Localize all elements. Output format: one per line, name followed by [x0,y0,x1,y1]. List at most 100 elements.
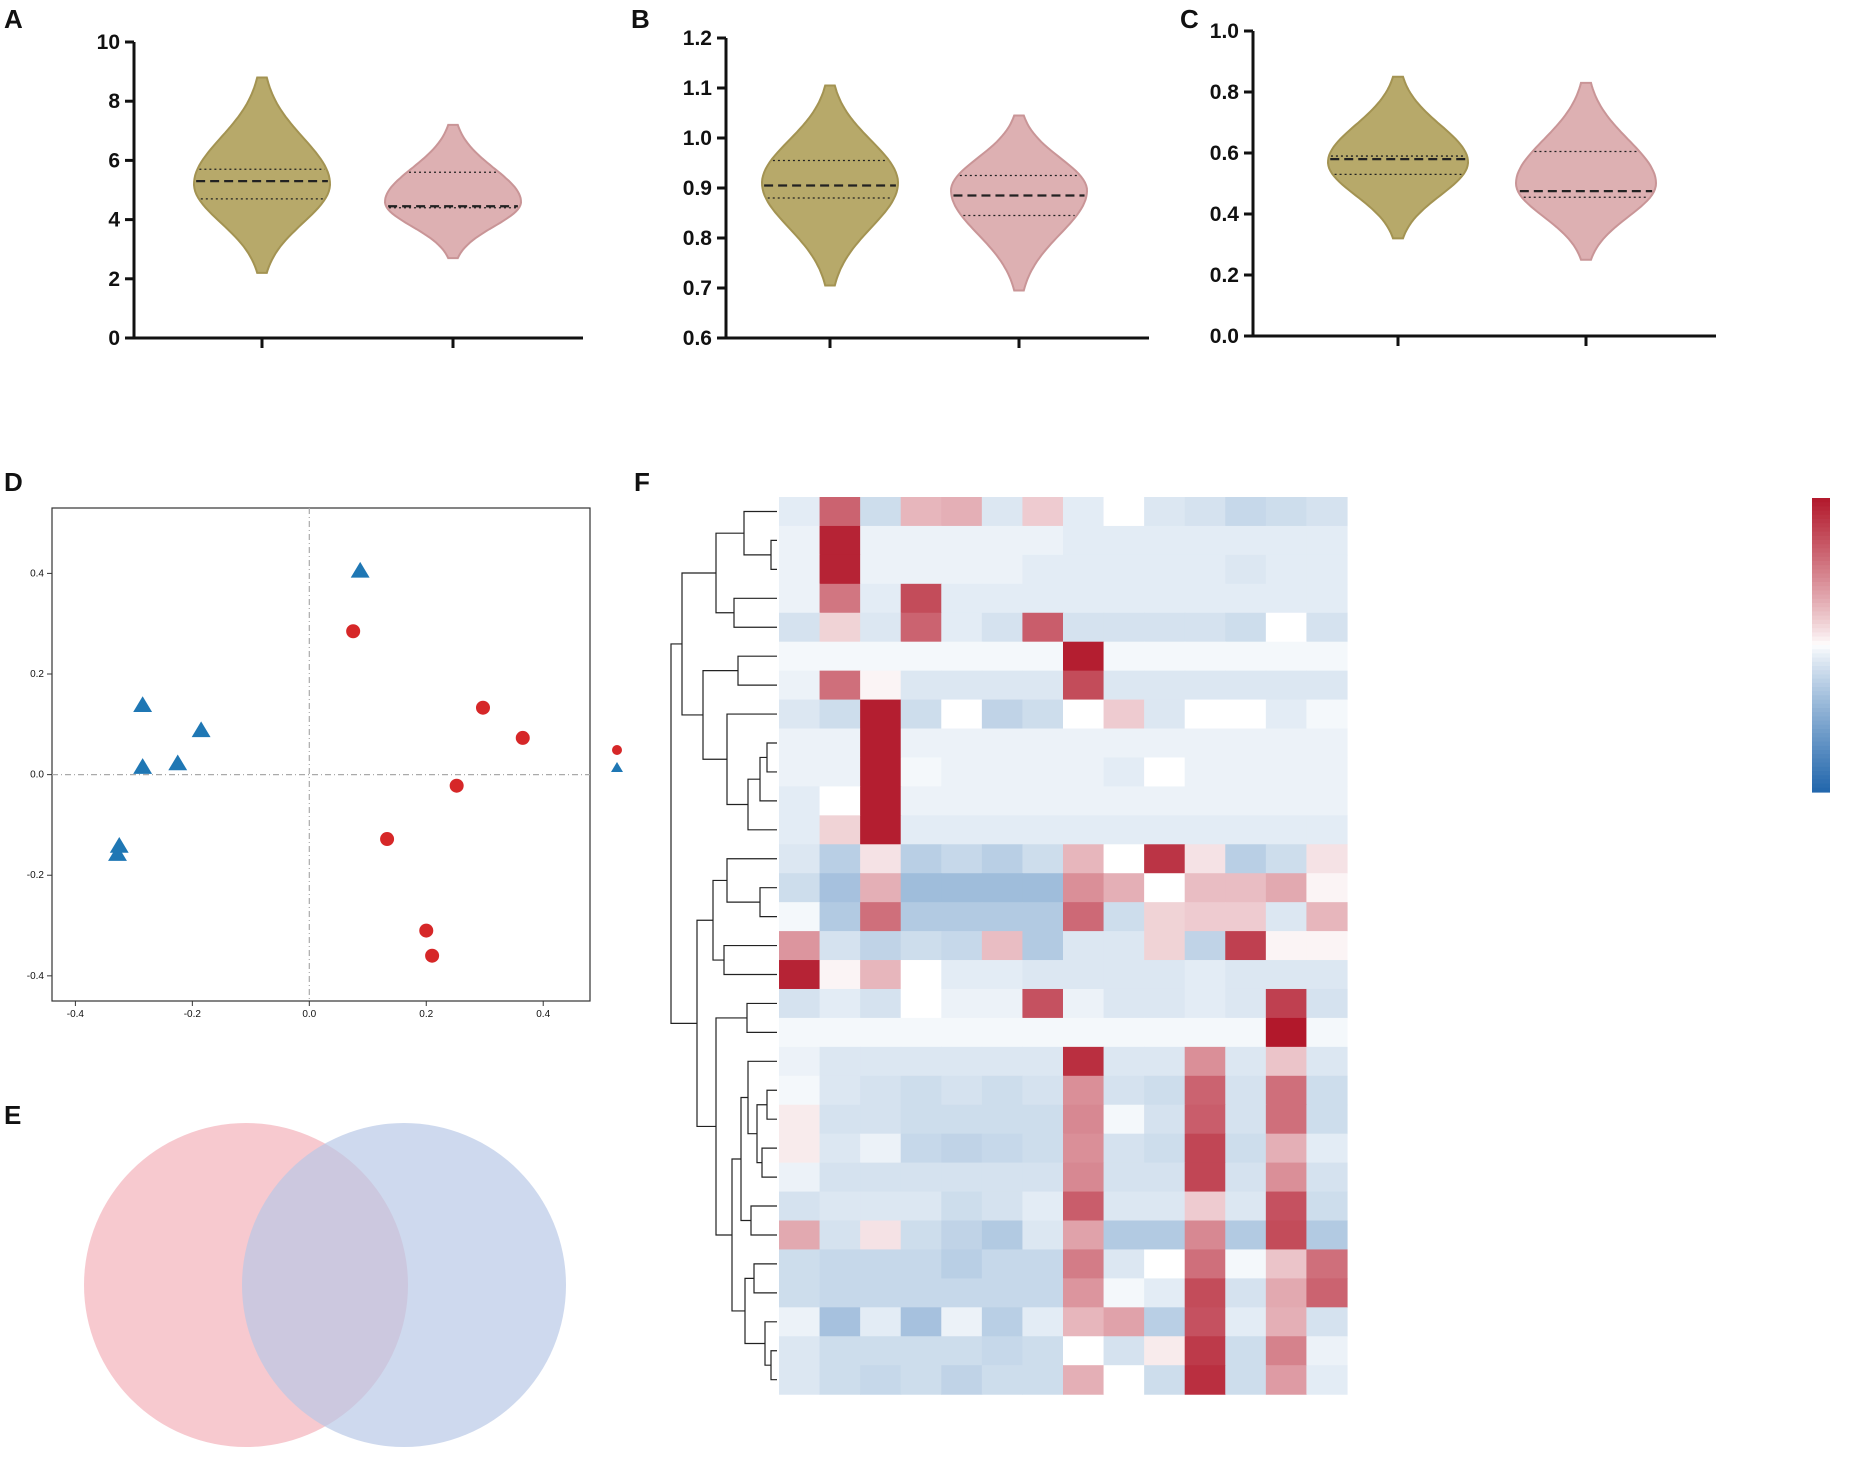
heatmap-cell [1022,1133,1064,1164]
heatmap-cell [1306,1162,1348,1193]
heatmap-cell [860,1046,902,1077]
colorbar-segment [1812,771,1830,776]
heatmap-cell [1062,1307,1105,1337]
colorbar-segment [1812,498,1830,503]
heatmap-cell [1225,988,1267,1019]
heatmap-cell [1103,815,1145,845]
heatmap-cell [1225,612,1267,643]
heatmap-cell [941,1307,983,1337]
heatmap-cell [1306,641,1348,672]
point-aC [449,778,464,793]
colorbar-segment [1812,649,1830,654]
heatmap-cell [779,641,821,672]
heatmap-cell [1306,1046,1348,1077]
heatmap-cell [900,1307,942,1337]
heatmap-cell [1265,1220,1308,1251]
heatmap-cell [1225,1365,1267,1395]
heatmap-cell [779,554,821,585]
colorbar-segment [1812,716,1830,722]
heatmap-cell [1265,786,1308,816]
dendrogram-branch [733,597,777,628]
heatmap-cell [1225,1220,1267,1251]
heatmap-cell [1265,1336,1308,1366]
point-aC [380,832,395,847]
heatmap-cell [1184,1162,1226,1193]
y-tick-label: 0.6 [1210,142,1239,165]
heatmap-cell [941,988,983,1019]
heatmap-cell [1062,1075,1105,1106]
y-tick-label: 0.4 [30,568,44,579]
heatmap-cell [1306,815,1348,845]
heatmap-cell [1144,1307,1186,1337]
heatmap-cell [1265,1104,1308,1135]
heatmap-cell [1144,786,1186,816]
heatmap-cell [860,497,902,527]
y-tick-label: 8 [108,90,120,113]
heatmap-cell [1184,988,1226,1019]
heatmap-cell [1265,1365,1308,1395]
heatmap-cell [1265,1046,1308,1077]
heatmap-cell [900,1249,942,1279]
heatmap-cell [900,815,942,845]
heatmap-cell [779,1046,821,1077]
colorbar-segment [1812,762,1830,768]
heatmap-cell [941,1075,983,1106]
heatmap-cell [1184,844,1226,874]
heatmap-cell [900,1017,942,1048]
colorbar-segment [1812,540,1830,545]
heatmap-cell [1225,931,1267,961]
heatmap-cell [1103,960,1145,990]
heatmap-cell [1184,728,1226,759]
dendrogram-branch [702,670,738,760]
heatmap-cell [1225,583,1267,614]
heatmap-cell [860,1162,902,1193]
heatmap-cell [819,1191,861,1222]
heatmap-cell [779,1220,821,1251]
dendrogram-branch [723,944,777,976]
colorbar-segment [1812,712,1830,717]
heatmap-cell [1306,670,1348,701]
heatmap-cell [1022,670,1064,701]
heatmap-cell [1184,554,1226,585]
heatmap-cell [1265,988,1308,1019]
heatmap-cell [819,699,861,730]
heatmap-cell [1306,1365,1348,1395]
dendrogram-branch [746,1002,777,1033]
y-tick-label: 0.9 [683,177,712,200]
point-aC [425,948,440,963]
heatmap-cell [779,1191,821,1222]
heatmap-cell [860,988,902,1019]
heatmap-cell [1144,1133,1186,1164]
heatmap-cell [1265,728,1308,759]
dendrogram-branch [712,879,727,961]
heatmap-cell [900,1191,942,1222]
colorbar-segment [1812,783,1830,789]
heatmap-cell [981,1017,1024,1048]
heatmap-cell [1022,497,1064,527]
heatmap-cell [779,1162,821,1193]
heatmap-cell [900,641,942,672]
heatmap-cell [779,1249,821,1279]
heatmap-cell [1144,1249,1186,1279]
dendrogram-branch [747,778,777,831]
heatmap-cell [860,1220,902,1251]
heatmap-cell [941,1104,983,1135]
heatmap-cell [1062,757,1105,787]
colorbar-segment [1812,569,1830,575]
heatmap-cell [860,844,902,874]
heatmap-cell [900,1046,942,1077]
heatmap-cell [1062,583,1105,614]
heatmap-cell [981,815,1024,845]
colorbar-segment [1812,544,1830,549]
dendrogram-branch [726,713,777,806]
heatmap-cell [779,1365,821,1395]
heatmap-cell [981,1075,1024,1106]
panel-letter-a: A [4,4,23,34]
heatmap-cell [1144,931,1186,961]
heatmap-cell [981,728,1024,759]
heatmap-cell [1103,1191,1145,1222]
simpson-violin-chart: 0.6 0.7 0.8 0.9 1.0 1.1 1.2 [683,27,1149,350]
heatmap-cell [1062,902,1105,932]
colorbar-segment [1812,678,1830,684]
